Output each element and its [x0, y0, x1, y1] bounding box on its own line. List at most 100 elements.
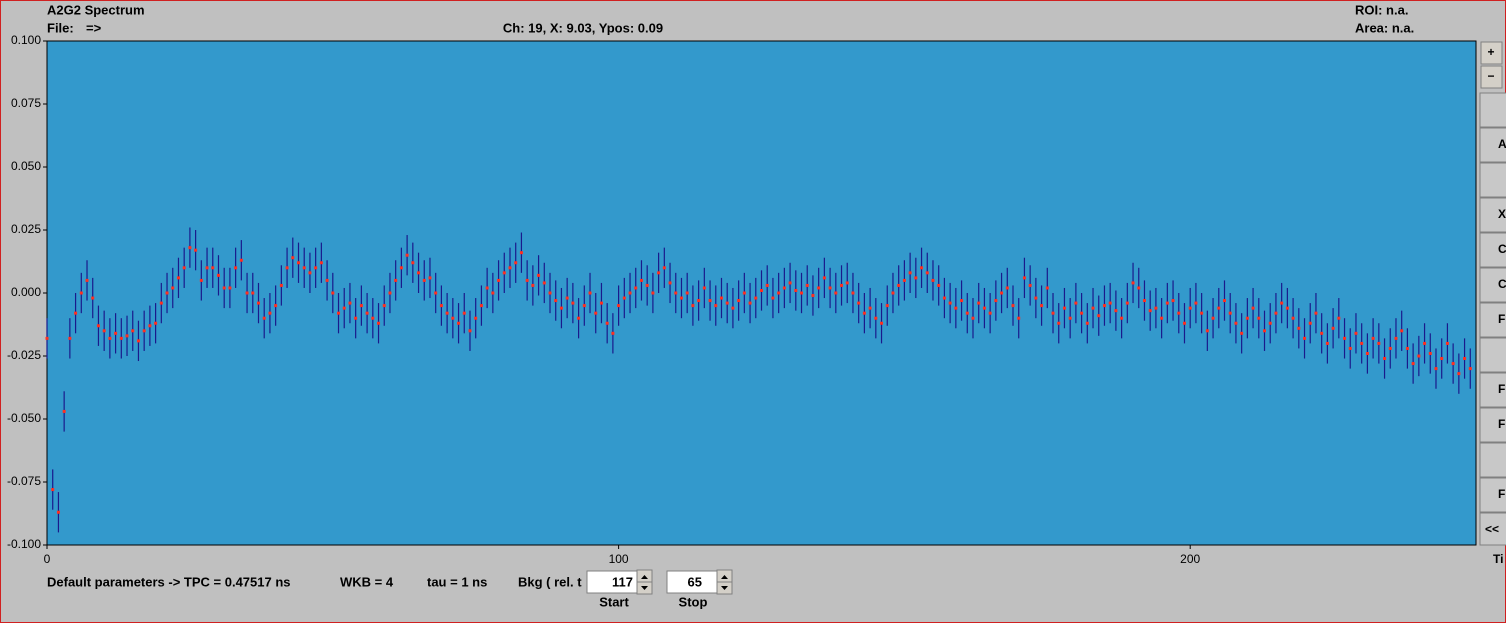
zoom-out-button[interactable]	[1480, 65, 1503, 89]
data-point	[548, 291, 552, 295]
side-button[interactable]	[1479, 372, 1506, 408]
data-point	[428, 276, 432, 280]
data-point	[279, 283, 283, 287]
data-point	[1154, 306, 1158, 310]
side-button-label[interactable]: F	[1498, 312, 1505, 326]
data-point	[1148, 309, 1152, 313]
file-arrow[interactable]: =>	[86, 20, 102, 35]
data-point	[908, 271, 912, 275]
file-label[interactable]: File:	[47, 20, 74, 35]
data-point	[1240, 331, 1244, 335]
side-button[interactable]	[1479, 92, 1506, 128]
params-text: Default parameters -> TPC = 0.47517 ns	[47, 574, 291, 589]
data-point	[1445, 341, 1449, 345]
start-value[interactable]: 117	[612, 574, 633, 589]
side-button-label[interactable]: F	[1498, 382, 1505, 396]
data-point	[205, 266, 209, 270]
zoom-in-button[interactable]	[1480, 41, 1503, 65]
data-point	[348, 301, 352, 305]
data-point	[1125, 301, 1129, 305]
data-point	[285, 266, 289, 270]
data-point	[742, 291, 746, 295]
data-point	[382, 304, 386, 308]
data-point	[582, 304, 586, 308]
side-button[interactable]	[1479, 162, 1506, 198]
data-point	[1040, 304, 1044, 308]
data-point	[1182, 321, 1186, 325]
data-point	[1388, 346, 1392, 350]
side-button-label[interactable]: C	[1498, 242, 1506, 256]
data-point	[96, 324, 100, 328]
data-point	[657, 271, 661, 275]
side-button-label[interactable]: A	[1498, 137, 1506, 151]
data-point	[1354, 331, 1358, 335]
side-button[interactable]	[1479, 197, 1506, 233]
data-point	[1343, 336, 1347, 340]
side-button-label[interactable]: X	[1498, 207, 1506, 221]
roi-label: ROI: n.a.	[1355, 2, 1408, 17]
data-point	[216, 273, 220, 277]
data-point	[211, 266, 215, 270]
data-point	[1097, 314, 1101, 318]
data-point	[1257, 316, 1261, 320]
side-toolbar: + − A X C C F F F F <<	[1479, 41, 1506, 546]
data-point	[1074, 301, 1078, 305]
side-button[interactable]	[1479, 267, 1506, 303]
data-point	[1463, 357, 1467, 361]
data-point	[1434, 367, 1438, 371]
data-point	[1177, 311, 1181, 315]
side-button-label[interactable]: F	[1498, 487, 1505, 501]
data-point	[256, 301, 260, 305]
y-tick-label: 0.025	[11, 222, 41, 236]
side-button[interactable]	[1479, 302, 1506, 338]
y-tick-label: 0.000	[11, 285, 41, 299]
tau-text: tau = 1 ns	[427, 574, 487, 589]
data-point	[1222, 299, 1226, 303]
data-point	[874, 316, 878, 320]
zoom-in-label[interactable]: +	[1487, 45, 1494, 59]
data-point	[342, 306, 346, 310]
data-point	[537, 273, 541, 277]
data-point	[925, 271, 929, 275]
data-point	[1308, 321, 1312, 325]
start-label: Start	[599, 594, 629, 609]
data-point	[862, 311, 866, 315]
data-point	[171, 286, 175, 290]
data-point	[988, 311, 992, 315]
data-point	[565, 296, 569, 300]
data-point	[994, 299, 998, 303]
data-point	[365, 311, 369, 315]
zoom-out-label[interactable]: −	[1487, 69, 1494, 83]
side-button[interactable]	[1479, 127, 1506, 163]
side-button-label[interactable]: <<	[1485, 522, 1499, 536]
y-tick-label: -0.050	[7, 411, 41, 425]
side-button[interactable]	[1479, 337, 1506, 373]
data-point	[1171, 299, 1175, 303]
data-point	[588, 291, 592, 295]
data-point	[434, 291, 438, 295]
data-point	[176, 276, 180, 280]
data-point	[622, 296, 626, 300]
data-point	[302, 266, 306, 270]
data-point	[85, 278, 89, 282]
data-point	[1017, 316, 1021, 320]
data-point	[805, 283, 809, 287]
side-button[interactable]	[1479, 442, 1506, 478]
data-point	[1131, 281, 1135, 285]
side-button-label[interactable]: C	[1498, 277, 1506, 291]
data-point	[1165, 301, 1169, 305]
data-point	[679, 296, 683, 300]
stop-value[interactable]: 65	[688, 574, 702, 589]
data-point	[1405, 346, 1409, 350]
data-point	[822, 276, 826, 280]
side-button-label[interactable]: F	[1498, 417, 1505, 431]
side-button[interactable]	[1479, 232, 1506, 268]
data-point	[1285, 306, 1289, 310]
data-point	[559, 306, 563, 310]
data-point	[1188, 306, 1192, 310]
side-button[interactable]	[1479, 477, 1506, 513]
side-button[interactable]	[1479, 407, 1506, 443]
side-button[interactable]	[1479, 512, 1506, 546]
data-point	[674, 291, 678, 295]
data-point	[834, 291, 838, 295]
